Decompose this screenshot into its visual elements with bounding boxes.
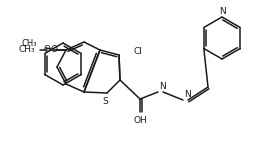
Text: Cl: Cl xyxy=(133,48,142,56)
Text: CH₃: CH₃ xyxy=(22,39,37,49)
Text: OH: OH xyxy=(133,116,147,125)
Text: CH₃: CH₃ xyxy=(18,46,35,54)
Text: N: N xyxy=(219,7,225,16)
Text: S: S xyxy=(102,97,108,106)
Text: N: N xyxy=(159,82,166,91)
Text: N: N xyxy=(184,90,191,99)
Text: O: O xyxy=(44,46,51,54)
Text: O: O xyxy=(51,46,58,54)
